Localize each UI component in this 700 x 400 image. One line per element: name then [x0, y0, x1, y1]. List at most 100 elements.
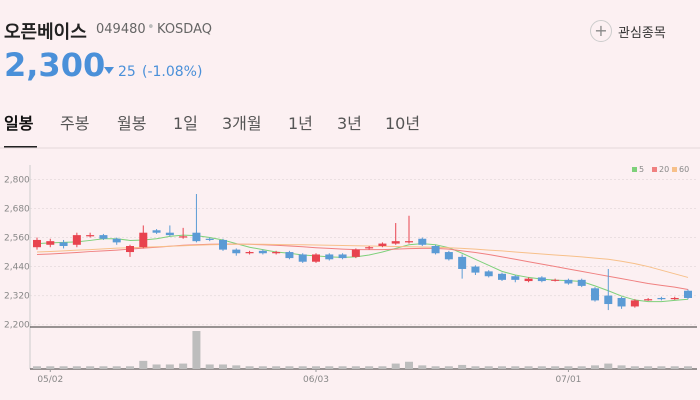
price: 2,300 [4, 46, 106, 84]
candle-body [444, 252, 453, 260]
candle-body [378, 243, 387, 246]
volume-bar [179, 363, 188, 369]
tab[interactable]: 10년 [385, 114, 421, 133]
volume-bar [365, 366, 374, 369]
candle-body [564, 279, 573, 284]
volume-bar [577, 366, 586, 369]
candle-body [511, 276, 520, 280]
volume-bar [272, 366, 281, 369]
candle-body [670, 297, 679, 300]
volume-bar [670, 366, 679, 369]
volume-bar [405, 361, 413, 369]
legend-label: 20 [659, 165, 669, 174]
candle-body [484, 271, 493, 277]
volume-bar [232, 365, 241, 369]
candle-body [338, 254, 347, 259]
volume-bar [33, 366, 41, 369]
volume-bar [431, 366, 440, 369]
candle-body [405, 241, 413, 243]
tab[interactable]: 월봉 [117, 114, 147, 133]
volume-bar [72, 366, 81, 369]
candle-body [219, 239, 227, 250]
volume-bar [391, 363, 400, 369]
volume-bar [205, 364, 214, 369]
legend-swatch [652, 167, 657, 172]
volume-bar [630, 366, 639, 369]
candle-body [431, 246, 440, 254]
volume-bar [192, 331, 201, 369]
y-tick-label: 2,200 [4, 321, 30, 331]
candle-body [657, 297, 666, 300]
tab[interactable]: 일봉 [4, 114, 34, 133]
candle-body [99, 235, 108, 239]
volume-bar [86, 366, 95, 369]
volume-bar [657, 366, 666, 369]
candle-body [604, 295, 613, 305]
y-tick-label: 2,680 [4, 205, 30, 215]
volume-bar [258, 366, 267, 369]
y-tick-label: 2,800 [4, 176, 30, 186]
y-tick-label: 2,560 [4, 234, 30, 244]
candle-body [617, 297, 626, 307]
volume-bar [551, 366, 560, 369]
volume-bar [458, 364, 467, 369]
volume-bar [338, 366, 347, 369]
candle-body [644, 299, 653, 301]
candle-body [165, 232, 174, 236]
legend-swatch [672, 167, 677, 172]
market: KOSDAQ [157, 22, 212, 37]
watch-button[interactable]: 관심종목 [618, 26, 666, 41]
legend-label: 60 [679, 165, 689, 174]
volume-bar [351, 366, 360, 369]
tab[interactable]: 주봉 [60, 114, 90, 133]
volume-bar [112, 366, 121, 369]
volume-bar [537, 366, 546, 369]
candle-body [458, 256, 467, 269]
volume-bar [126, 366, 134, 369]
volume-bar [644, 366, 653, 369]
volume-bar [564, 366, 573, 369]
stock-name: 오픈베이스 [4, 22, 87, 43]
volume-bar [498, 366, 506, 369]
candle-body [537, 277, 546, 282]
candle-body [312, 254, 320, 262]
candle-body [245, 252, 254, 254]
change-pct: (-1.08%) [142, 64, 203, 80]
candle-body [139, 232, 148, 248]
volume-bar [684, 366, 692, 369]
candle-body [59, 242, 68, 246]
candle-body [524, 278, 533, 282]
candle-body [325, 254, 334, 260]
x-tick-label: 05/02 [37, 375, 63, 385]
volume-bar [165, 364, 174, 369]
candle-body [591, 288, 599, 301]
volume-bar [59, 366, 68, 369]
volume-bar [604, 363, 613, 369]
plus-icon[interactable]: + [590, 20, 612, 42]
candle-body [684, 290, 692, 298]
x-tick-label: 06/03 [303, 375, 329, 385]
y-tick-label: 2,320 [4, 292, 30, 302]
volume-bar [219, 364, 227, 369]
down-arrow [104, 67, 114, 74]
tab[interactable]: 3년 [337, 114, 362, 133]
volume-bar [471, 366, 480, 369]
volume-bar [444, 366, 453, 369]
candle-body [205, 238, 214, 240]
candle-body [551, 279, 560, 281]
volume-bar [285, 366, 294, 369]
volume-bar [99, 366, 108, 369]
candle-body [630, 300, 639, 307]
tab[interactable]: 1일 [173, 114, 198, 133]
volume-bar [152, 364, 161, 369]
tab[interactable]: 3개월 [222, 114, 262, 133]
candle-body [86, 235, 95, 237]
volume-bar [139, 360, 148, 369]
tab[interactable]: 1년 [288, 114, 313, 133]
candle-body [418, 238, 427, 245]
volume-bar [511, 366, 520, 369]
candle-body [126, 246, 134, 253]
candle-body [33, 239, 41, 248]
